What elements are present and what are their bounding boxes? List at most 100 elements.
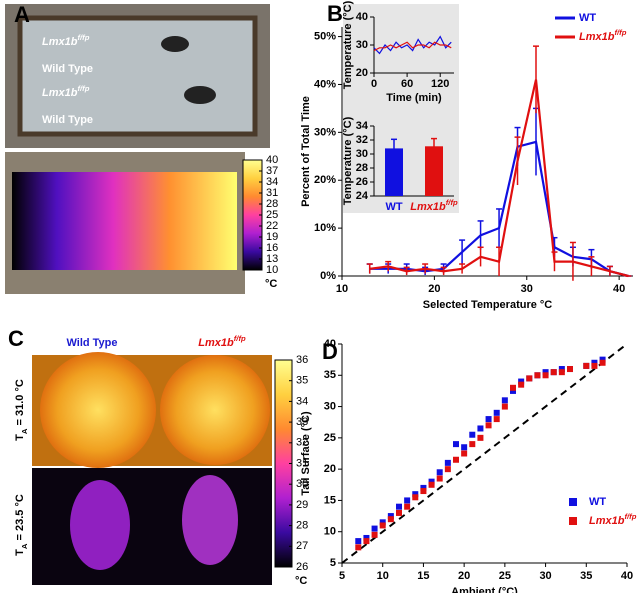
- mouse-cool: [70, 480, 130, 570]
- y-tick-label: 28: [356, 162, 368, 174]
- colorbar-tick-label: 25: [266, 209, 278, 221]
- point: [542, 369, 549, 376]
- x-tick-label: WT: [385, 201, 402, 213]
- point: [518, 378, 525, 385]
- x-tick-label-main: Lmx1b: [410, 201, 446, 213]
- y-tick-label: 10: [324, 526, 336, 538]
- image-label-main: Wild Type: [42, 114, 93, 126]
- colorbar-tick-label: 33: [296, 416, 308, 428]
- x-tick-label: Lmx1bf/fp: [410, 198, 458, 213]
- y-tick-label: 50%: [314, 30, 336, 42]
- x-tick-label: 5: [339, 570, 345, 582]
- point: [526, 375, 533, 382]
- y-tick-label: 24: [356, 190, 369, 202]
- y-tick-label: 15: [324, 494, 336, 506]
- point: [355, 544, 362, 551]
- colorbar-unit: °C: [265, 278, 277, 290]
- x-tick-label: 35: [580, 570, 592, 582]
- legend-label-main: WT: [579, 12, 596, 24]
- point: [396, 503, 402, 510]
- x-tick-label: 120: [431, 78, 449, 90]
- y-tick-label: 20%: [314, 174, 336, 186]
- y-axis-label: Temperature (°C): [342, 0, 354, 89]
- point: [599, 359, 606, 366]
- x-tick-label: 25: [499, 570, 511, 582]
- point: [550, 369, 557, 376]
- column-label: Lmx1bf/fp: [198, 334, 246, 349]
- point: [583, 362, 590, 369]
- point: [412, 494, 419, 501]
- legend-label: Lmx1bf/fp: [579, 28, 627, 43]
- point: [363, 534, 370, 541]
- image-label: Wild Type: [42, 63, 93, 75]
- panel-letter: B: [327, 1, 343, 26]
- row-sub: A: [20, 428, 29, 434]
- point: [469, 431, 476, 438]
- point: [493, 416, 500, 423]
- colorbar-tick-label: 29: [296, 499, 308, 511]
- identity-line: [341, 343, 628, 564]
- point: [396, 509, 402, 516]
- point: [510, 387, 516, 394]
- point: [412, 491, 419, 498]
- colorbar-tick-label: 13: [266, 253, 278, 265]
- y-tick-label: 30%: [314, 126, 336, 138]
- image-label-sup: f/fp: [77, 33, 89, 42]
- point: [591, 359, 598, 366]
- series-line: [373, 41, 452, 52]
- x-tick-label: 0: [371, 78, 377, 90]
- x-tick-label-sup: f/fp: [446, 198, 458, 207]
- colorbar-tick-label: 10: [266, 264, 278, 276]
- point: [567, 366, 573, 373]
- thermal-image: [12, 172, 237, 270]
- point: [485, 422, 492, 429]
- y-tick-label: 40: [324, 338, 336, 350]
- x-tick-label: 15: [417, 570, 429, 582]
- colorbar-tick-label: 19: [266, 231, 278, 243]
- point: [379, 522, 386, 529]
- x-tick-label: 40: [613, 283, 625, 295]
- y-axis-label: Temperature (°C): [342, 116, 354, 205]
- x-tick-label-main: WT: [385, 201, 402, 213]
- image-label: Wild Type: [42, 114, 93, 126]
- row-symbol: T: [14, 549, 26, 556]
- row-label: TA = 31.0 °C: [14, 379, 29, 441]
- legend-label-sup: f/fp: [614, 28, 626, 37]
- photo-track: [17, 15, 258, 137]
- point: [371, 531, 378, 538]
- image-label-main: Wild Type: [42, 63, 93, 75]
- mouse-warm: [160, 355, 270, 465]
- colorbar-tick-label: 27: [296, 540, 308, 552]
- panel-letter: A: [14, 2, 30, 27]
- colorbar-tick-label: 31: [266, 187, 278, 199]
- x-axis-label: Selected Temperature °C: [423, 299, 553, 311]
- point: [599, 356, 606, 363]
- panel-letter: C: [8, 326, 24, 351]
- colorbar-tick-label: 37: [266, 165, 278, 177]
- y-tick-label: 25: [324, 432, 336, 444]
- y-tick-label: 10%: [314, 222, 336, 234]
- image-label-main: Lmx1b: [42, 36, 78, 48]
- colorbar-tick-label: 35: [296, 375, 308, 387]
- colorbar-tick-label: 36: [296, 354, 308, 366]
- row-symbol: T: [14, 434, 26, 441]
- point: [453, 456, 459, 463]
- y-tick-label: 26: [356, 176, 368, 188]
- point: [591, 362, 598, 369]
- column-label-sup: f/fp: [234, 334, 246, 343]
- column-label: Wild Type: [66, 337, 117, 349]
- x-tick-label: 30: [521, 283, 533, 295]
- mouse: [184, 86, 216, 104]
- point: [461, 450, 468, 457]
- mouse-cool: [182, 475, 238, 565]
- y-tick-label: 20: [356, 67, 368, 79]
- colorbar-tick-label: 40: [266, 154, 278, 166]
- panel-letter: D: [322, 339, 338, 364]
- bar: [385, 148, 403, 196]
- x-tick-label: 10: [336, 283, 348, 295]
- row-sub: A: [20, 543, 29, 549]
- bar: [425, 146, 443, 196]
- x-axis-label: Time (min): [386, 92, 442, 104]
- y-tick-label: 32: [356, 134, 368, 146]
